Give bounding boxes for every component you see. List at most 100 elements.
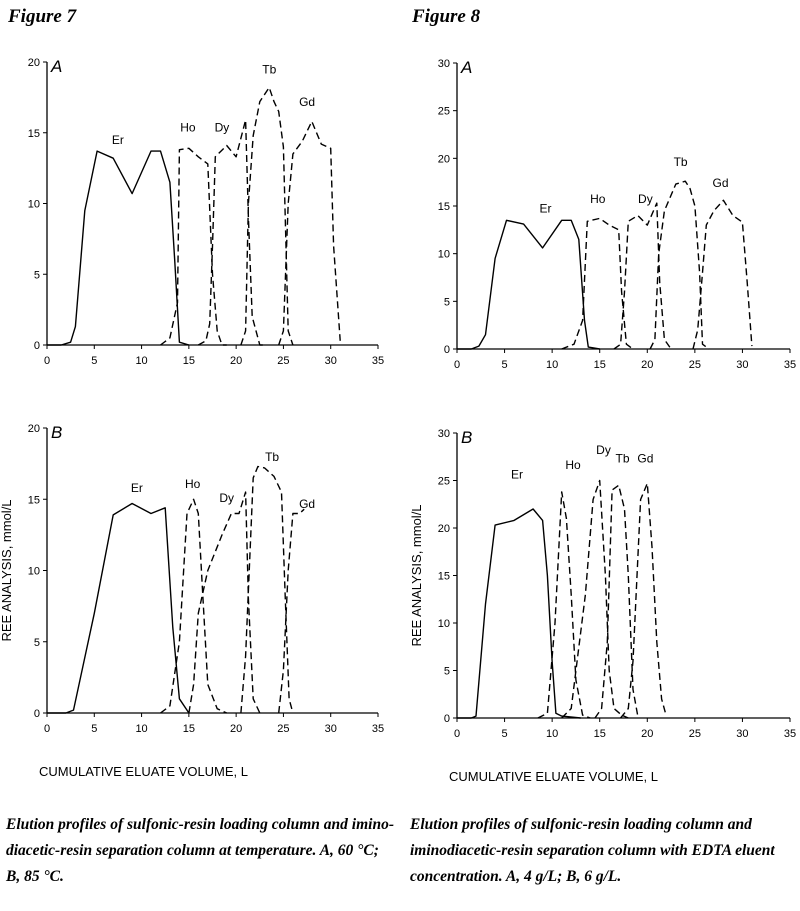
x-tick-label: 30: [325, 355, 337, 367]
series-label-er: Er: [112, 133, 124, 147]
series-line-tb: [594, 484, 639, 719]
series-line-ho: [537, 491, 591, 719]
y-tick-label: 20: [438, 153, 450, 165]
x-axis-title: CUMULATIVE ELUATE VOLUME, L: [449, 769, 658, 784]
x-tick-label: 35: [784, 359, 796, 371]
figure8-caption: Elution profiles of sulfonic-resin loadi…: [410, 816, 775, 885]
figure8-title: Figure 8: [412, 6, 481, 27]
series-line-tb: [240, 86, 294, 346]
series-label-gd: Gd: [713, 176, 729, 190]
series-line-dy: [197, 119, 265, 346]
y-tick-label: 5: [444, 666, 450, 678]
fig8A-chart: 0 5 10 15 20 25 30 35 0 5 10 15 20 25 30 A Er Ho Dy Tb Gd: [438, 58, 796, 371]
y-axis-title: REE ANALYSIS, mmol/L: [0, 499, 14, 641]
series-label-ho: Ho: [180, 120, 196, 134]
series-line-gd: [692, 199, 753, 350]
x-tick-label: 20: [641, 728, 653, 740]
x-tick-label: 15: [594, 359, 606, 371]
y-tick-label: 10: [438, 249, 450, 261]
x-tick-label: 30: [736, 359, 748, 371]
series-label-gd: Gd: [299, 95, 315, 109]
x-tick-label: 5: [502, 728, 508, 740]
x-tick-label: 5: [91, 723, 97, 735]
figure7-caption: Elution profiles of sulfonic-resin loadi…: [6, 816, 394, 885]
y-tick-label: 0: [444, 344, 450, 356]
panel-letter: B: [51, 423, 62, 442]
y-tick-label: 10: [28, 199, 40, 211]
x-tick-label: 5: [91, 355, 97, 367]
series-line-dy: [188, 491, 261, 714]
series-label-dy: Dy: [596, 443, 611, 457]
series-line-ho: [160, 147, 227, 346]
x-tick-label: 20: [230, 355, 242, 367]
series-label-er: Er: [539, 202, 551, 216]
series-label-tb: Tb: [262, 62, 276, 76]
series-line-gd: [620, 482, 667, 719]
y-tick-label: 0: [444, 713, 450, 725]
series-label-gd: Gd: [637, 451, 653, 465]
series-line-er: [457, 508, 581, 719]
panel-letter: B: [461, 428, 472, 447]
panel-letter: A: [50, 57, 62, 76]
x-axis-title: CUMULATIVE ELUATE VOLUME, L: [39, 764, 248, 779]
series-label-dy: Dy: [638, 192, 653, 206]
series-line-tb: [240, 465, 294, 714]
x-tick-label: 25: [689, 359, 701, 371]
x-tick-label: 25: [689, 728, 701, 740]
x-tick-label: 0: [454, 359, 460, 371]
series-label-gd: Gd: [299, 497, 315, 511]
y-tick-label: 15: [438, 571, 450, 583]
x-tick-label: 10: [546, 728, 558, 740]
series-label-ho: Ho: [565, 458, 581, 472]
x-tick-label: 35: [372, 723, 384, 735]
x-tick-label: 10: [135, 723, 147, 735]
series-line-gd: [278, 120, 341, 346]
x-tick-label: 25: [277, 723, 289, 735]
series-label-tb: Tb: [616, 451, 630, 465]
y-tick-label: 25: [438, 476, 450, 488]
y-tick-label: 10: [28, 566, 40, 578]
y-tick-label: 20: [28, 423, 40, 435]
series-label-ho: Ho: [185, 477, 201, 491]
series-label-ho: Ho: [590, 192, 606, 206]
series-label-dy: Dy: [215, 120, 230, 134]
x-tick-label: 35: [372, 355, 384, 367]
y-tick-label: 20: [28, 57, 40, 69]
series-line-dy: [561, 479, 629, 719]
y-tick-label: 15: [28, 128, 40, 140]
y-tick-label: 0: [34, 340, 40, 352]
panel-letter: A: [460, 58, 472, 77]
x-tick-label: 30: [736, 728, 748, 740]
x-tick-label: 15: [183, 723, 195, 735]
fig7A-chart: 0 5 10 15 20 25 30 35 0 5 10 15 20 A Er Ho Dy Tb Gd: [28, 57, 384, 367]
y-axis-title: REE ANALYSIS, mmol/L: [409, 504, 424, 646]
series-line-tb: [649, 180, 710, 350]
series-label-dy: Dy: [219, 491, 234, 505]
x-tick-label: 0: [44, 355, 50, 367]
x-tick-label: 0: [454, 728, 460, 740]
y-tick-label: 15: [28, 494, 40, 506]
series-line-gd: [278, 508, 305, 714]
x-tick-label: 20: [641, 359, 653, 371]
x-tick-label: 35: [784, 728, 796, 740]
x-tick-label: 15: [594, 728, 606, 740]
series-line-dy: [613, 202, 672, 350]
fig8B-chart: 0 5 10 15 20 25 30 35 0 5 10 15 20 25 30 B REE ANALYSIS,…: [409, 428, 796, 784]
series-label-er: Er: [511, 468, 523, 482]
y-tick-label: 0: [34, 708, 40, 720]
series-line-er: [47, 150, 190, 346]
y-tick-label: 15: [438, 201, 450, 213]
series-label-tb: Tb: [265, 450, 279, 464]
x-tick-label: 15: [183, 355, 195, 367]
y-tick-label: 30: [438, 428, 450, 440]
x-tick-label: 30: [325, 723, 337, 735]
y-tick-label: 5: [34, 637, 40, 649]
y-tick-label: 5: [444, 296, 450, 308]
x-tick-label: 5: [502, 359, 508, 371]
y-tick-label: 5: [34, 269, 40, 281]
x-tick-label: 10: [135, 355, 147, 367]
series-label-er: Er: [131, 481, 143, 495]
series-label-tb: Tb: [674, 155, 688, 169]
y-tick-label: 10: [438, 618, 450, 630]
